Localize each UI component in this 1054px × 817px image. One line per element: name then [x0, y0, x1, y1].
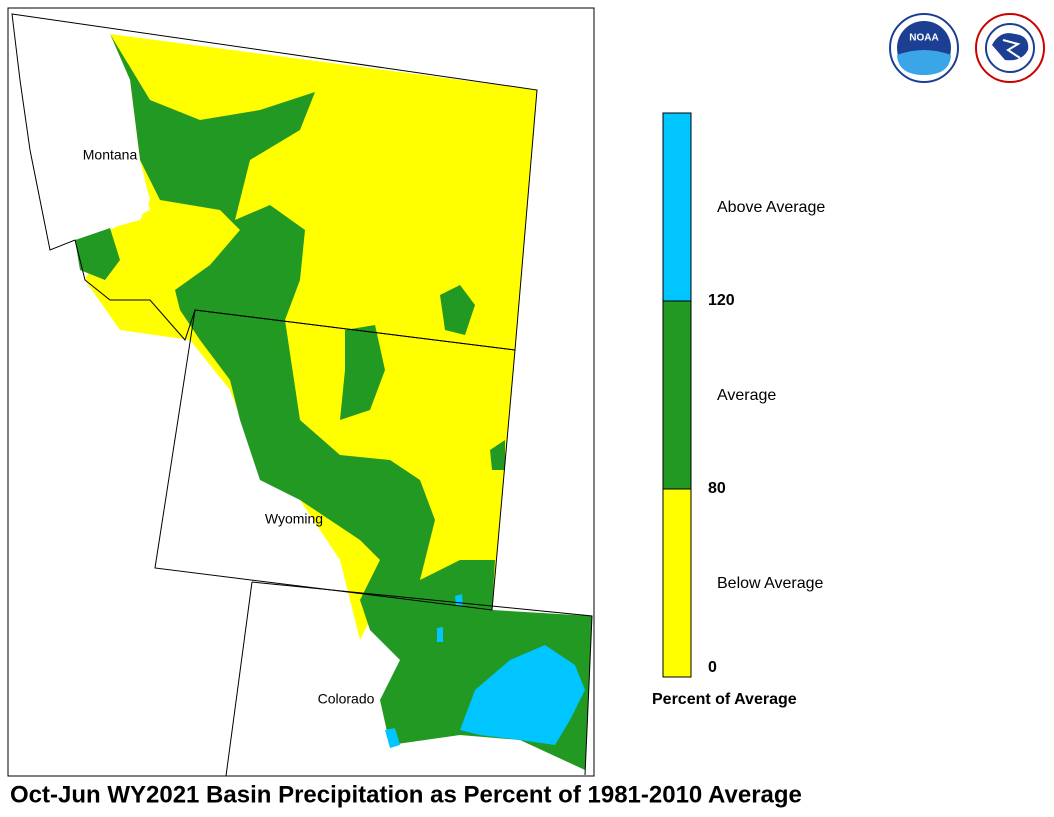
legend-label: Above Average — [717, 199, 825, 216]
legend-tick-label: 80 — [708, 480, 726, 497]
state-label: Montana — [83, 147, 138, 163]
nws-bolt — [1002, 39, 1021, 59]
state-label: Wyoming — [265, 511, 323, 527]
noaa-logo: NOAA — [889, 13, 959, 83]
legend-title: Percent of Average — [652, 691, 797, 708]
legend-tick-label: 0 — [708, 659, 717, 676]
legend-swatch — [662, 488, 692, 678]
basins — [12, 14, 592, 770]
wyoming-boundary — [154, 309, 516, 611]
legend: Below Average Average Above Average 0 80 120 — [662, 112, 825, 678]
average-region — [75, 34, 592, 770]
legend-label: Below Average — [717, 575, 824, 592]
state-label: Colorado — [318, 691, 375, 707]
legend-label: Average — [717, 387, 776, 404]
nws-cloud — [992, 33, 1029, 61]
state-boundaries — [11, 13, 593, 777]
nws-logo — [975, 13, 1045, 83]
above-average-region — [385, 594, 585, 748]
colorado-boundary — [225, 581, 593, 777]
unshaded-montana — [12, 14, 150, 250]
map-title: Oct-Jun WY2021 Basin Precipitation as Pe… — [10, 781, 802, 808]
legend-tick-label: 120 — [708, 292, 735, 309]
noaa-wave — [897, 50, 951, 75]
legend-swatch — [662, 300, 692, 490]
legend-swatch — [662, 112, 692, 302]
noaa-text: NOAA — [909, 33, 938, 44]
